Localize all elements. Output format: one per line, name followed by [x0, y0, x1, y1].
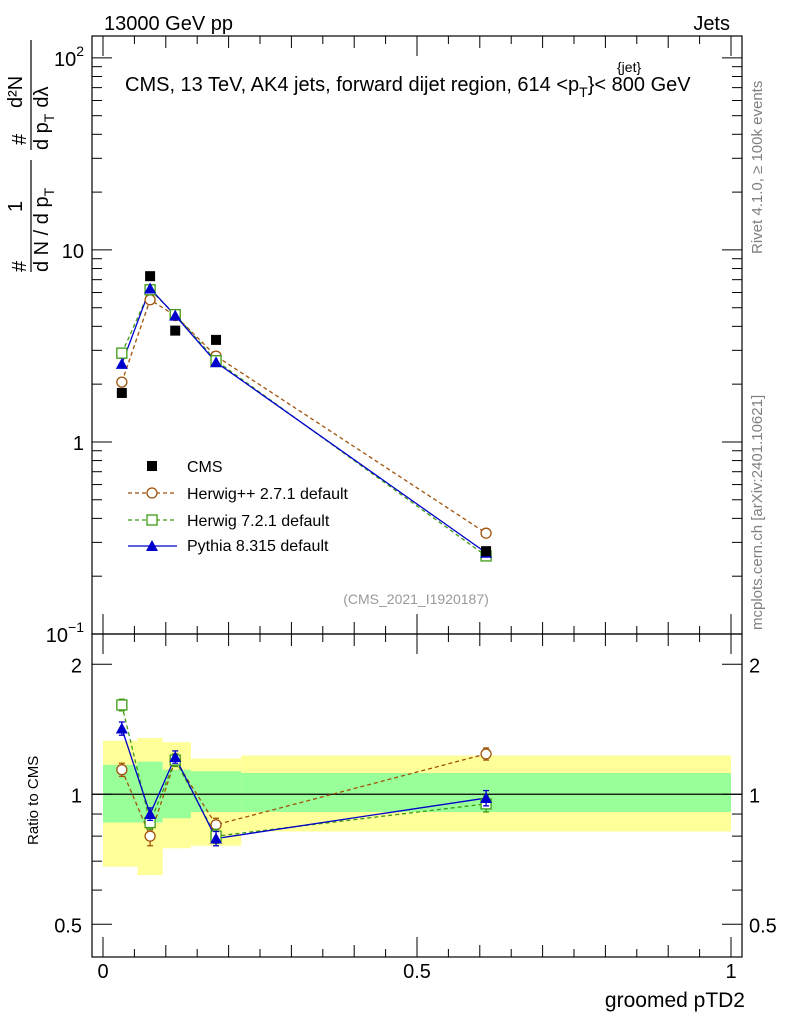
main-pythia-point [210, 356, 223, 368]
title-sub: T [579, 84, 588, 100]
ratio-pythia-point [480, 792, 493, 804]
x-tick-label: 1 [725, 961, 736, 983]
main-cms-point [116, 387, 127, 398]
x-tick-label: 0.5 [403, 961, 431, 983]
ratio-y-tick-label-right: 0.5 [749, 915, 777, 937]
main-cms-point [481, 546, 492, 557]
main-panel: 10−1 1 10 102 CMS, 13 TeV, AK4 jets, forwar… [5, 35, 743, 647]
ratio-band-inner [190, 771, 242, 812]
ratio-plot-area [92, 698, 742, 876]
legend-herwig7-marker [146, 514, 158, 526]
legend-herwigpp-marker [146, 487, 158, 499]
main-y-tick-label: 1 [73, 433, 84, 455]
legend-cms-marker [147, 461, 157, 471]
ratio-y-label: Ratio to CMS [25, 756, 42, 845]
ylabel-deriv-bottom: d pTdλ [31, 87, 57, 151]
ratio-herwigpp-point [480, 748, 492, 760]
legend-cms-label: CMS [187, 459, 223, 476]
main-pythia-point [169, 309, 182, 321]
main-herwig7-point [116, 347, 128, 359]
ratio-pythia-point [210, 832, 223, 844]
ratio-tick-labels: 0.5 0.5 1 1 2 2 0 0.5 1 [54, 655, 777, 983]
legend-pythia-marker [146, 540, 158, 551]
ratio-y-tick-label-right: 1 [749, 785, 760, 807]
legend-herwigpp-label: Herwig++ 2.7.1 default [187, 486, 349, 503]
ratio-herwigpp-point [116, 764, 128, 776]
ylabel-frac-top: 1 [5, 201, 27, 212]
main-cms-point [211, 334, 222, 345]
ratio-y-tick-label: 1 [71, 785, 82, 807]
title-suffix: }< 800 GeV [588, 74, 692, 96]
ratio-panel: 0.5 0.5 1 1 2 2 0 0.5 1 Ratio to CMS groomed pTD… [25, 633, 777, 1012]
main-herwigpp-point [116, 376, 128, 388]
mcplots-label: mcplots.cern.ch [arXiv:2401.10621] [749, 395, 766, 630]
main-herwigpp-point [480, 527, 492, 539]
title-prefix: CMS, 13 TeV, AK4 jets, forward dijet reg… [125, 74, 579, 96]
legend-herwig7-label: Herwig 7.2.1 default [187, 513, 330, 530]
ratio-y-tick-label: 2 [71, 655, 82, 677]
ratio-pythia-point [144, 808, 157, 820]
main-cms-point [170, 325, 181, 336]
main-y-tick-label: 102 [54, 43, 84, 71]
ratio-pythia-point [169, 750, 182, 762]
main-herwigpp-point [144, 294, 156, 306]
main-cms-point [145, 271, 156, 282]
header-energy: 13000 GeV pp [104, 13, 233, 35]
main-herwigpp-line [121, 298, 487, 534]
main-y-tick-labels: 10−1 1 10 102 [46, 43, 84, 647]
plot-title: CMS, 13 TeV, AK4 jets, forward dijet reg… [125, 74, 691, 100]
header-jets: Jets [693, 13, 730, 35]
ratio-axis-ticks [92, 634, 742, 957]
ratio-pythia-point [115, 722, 128, 734]
ylabel-hash1: # [9, 260, 31, 272]
ratio-y-tick-label: 0.5 [54, 915, 82, 937]
ylabel-frac-bottom: d N / d pT [31, 187, 57, 272]
main-y-label: # 1 d N / d pT # d²N d pTdλ [5, 40, 57, 272]
x-tick-label: 0 [97, 961, 108, 983]
ylabel-deriv-top: d²N [5, 76, 27, 108]
main-plot-area [115, 271, 493, 562]
main-axis-ticks [92, 36, 742, 635]
x-axis-label: groomed pTD2 [605, 989, 745, 1012]
rivet-label: Rivet 4.1.0, ≥ 100k events [749, 81, 766, 254]
legend-pythia-label: Pythia 8.315 default [187, 538, 329, 555]
ratio-y-tick-label-right: 2 [749, 655, 760, 677]
ratio-herwigpp-point [210, 819, 222, 831]
legend: CMS Herwig++ 2.7.1 default Herwig 7.2.1 … [128, 459, 349, 555]
title-sup: {jet} [617, 59, 641, 75]
main-y-tick-label: 10 [62, 241, 84, 263]
ratio-herwigpp-point [144, 830, 156, 842]
main-pythia-point [144, 282, 157, 294]
ylabel-hash2: # [9, 133, 31, 145]
ratio-herwig7-point [116, 699, 128, 711]
main-pythia-point [115, 357, 128, 369]
analysis-watermark: (CMS_2021_I1920187) [343, 591, 489, 607]
main-y-tick-label: 10−1 [46, 619, 84, 647]
